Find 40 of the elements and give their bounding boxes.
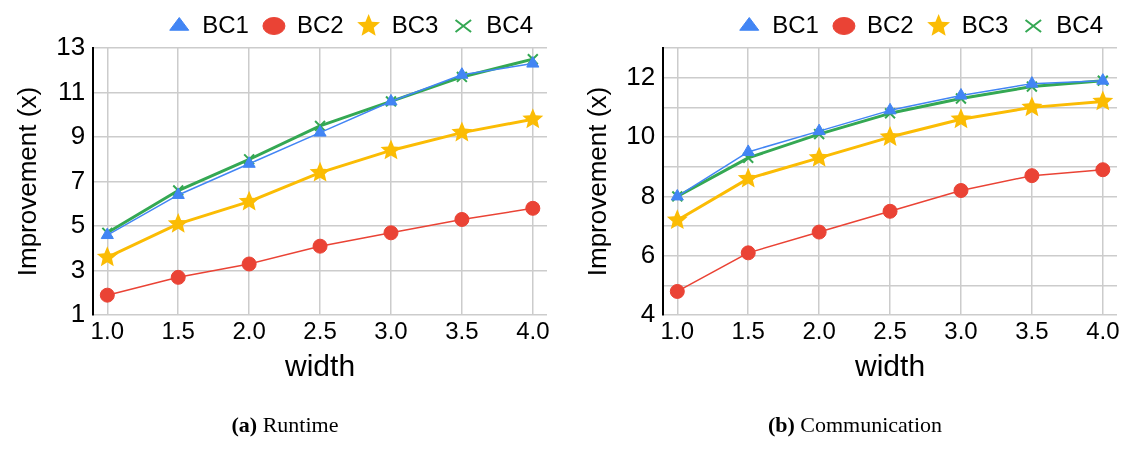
- y-tick-label: 8: [640, 179, 656, 210]
- y-tick-label: 1: [70, 298, 86, 329]
- legend-label: BC4: [486, 10, 533, 38]
- y-tick-label: 7: [70, 164, 86, 195]
- y-tick-label: 6: [640, 238, 656, 269]
- legend-label: BC3: [391, 10, 439, 38]
- y-tick-label: 12: [626, 60, 656, 91]
- legend-label: BC1: [772, 10, 819, 38]
- x-axis-title: width: [854, 349, 926, 383]
- legend-label: BC4: [1056, 10, 1103, 38]
- y-tick-label: 4: [640, 298, 656, 329]
- x-tick-label: 2.0: [232, 317, 266, 345]
- x-tick-label: 3.0: [944, 317, 978, 345]
- y-tick-label: 5: [70, 209, 86, 240]
- legend-label: BC1: [202, 10, 249, 38]
- x-tick-label: 1.5: [161, 317, 195, 345]
- x-tick-label: 2.5: [873, 317, 907, 345]
- x-tick-label: 1.0: [90, 317, 124, 345]
- y-axis-title: Improvement (x): [581, 86, 612, 277]
- legend-label: BC2: [296, 10, 344, 38]
- legend-label: BC2: [866, 10, 914, 38]
- y-tick-label: 10: [626, 120, 656, 151]
- text: (b) Communication: [767, 412, 943, 438]
- y-tick-label: 3: [70, 253, 86, 284]
- y-axis-title: Improvement (x): [11, 86, 42, 277]
- x-tick-label: 3.0: [374, 317, 408, 345]
- y-tick-label: 11: [58, 75, 86, 106]
- text: (a) Runtime: [231, 412, 339, 438]
- x-tick-label: 2.5: [303, 317, 337, 345]
- x-tick-label: 4.0: [1086, 317, 1120, 345]
- x-tick-label: 1.5: [731, 317, 765, 345]
- x-tick-label: 4.0: [516, 317, 550, 345]
- y-tick-label: 13: [56, 31, 86, 62]
- x-tick-label: 3.5: [445, 317, 479, 345]
- x-tick-label: 1.0: [660, 317, 694, 345]
- y-tick-label: 9: [70, 120, 86, 151]
- legend-label: BC3: [961, 10, 1009, 38]
- x-axis-title: width: [284, 349, 356, 383]
- x-tick-label: 2.0: [802, 317, 836, 345]
- x-tick-label: 3.5: [1015, 317, 1049, 345]
